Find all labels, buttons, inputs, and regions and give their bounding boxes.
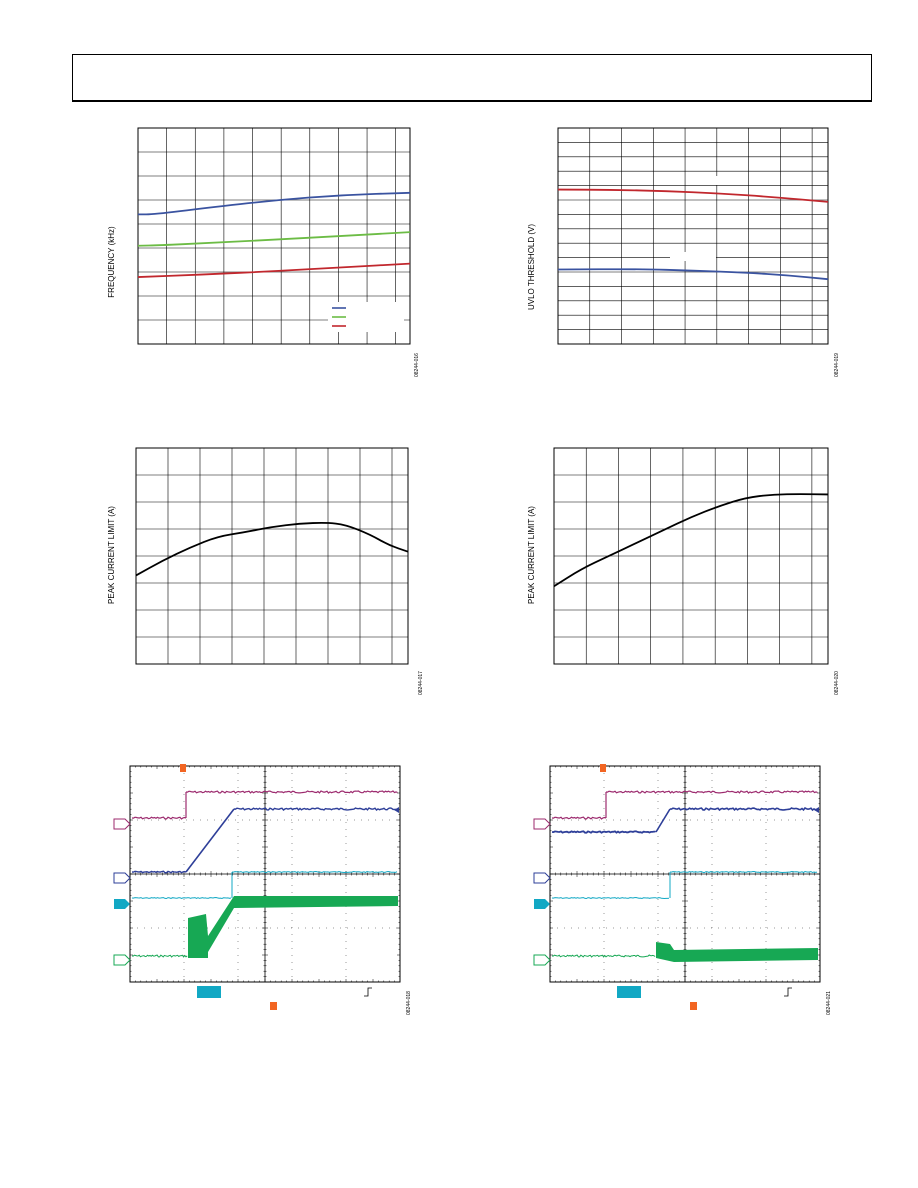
trigger-level-marker (690, 1002, 697, 1010)
series-line-0 (135, 521, 409, 577)
peak-current-2-y-label: PEAK CURRENT LIMIT (A) (527, 506, 536, 604)
trace-ch2-low (551, 830, 656, 834)
series-line-1 (557, 268, 829, 281)
frequency-figure-code: 08244-016 (414, 353, 420, 377)
page-header (72, 54, 872, 102)
trace-ch1-low (551, 816, 607, 820)
plot-area (553, 447, 829, 665)
channel-marker-ch2 (113, 872, 131, 884)
trace-ch3-low (551, 896, 670, 900)
channel-marker-ch1 (533, 818, 551, 830)
series-line-0 (557, 188, 829, 203)
peak-current-chart-1: PEAK CURRENT LIMIT (A) 08244-017 (107, 447, 424, 695)
channel-marker-ch4 (113, 954, 131, 966)
trace-ch1-low (131, 816, 187, 820)
trigger-edge-icon (364, 987, 372, 997)
channel-info-badge (197, 986, 221, 998)
channel-marker-ch1 (113, 818, 131, 830)
scope-capture-1: 08244-018 (113, 764, 412, 1015)
trace-ch2-ramp (655, 808, 671, 833)
peak-current-1-y-label: PEAK CURRENT LIMIT (A) (107, 506, 116, 604)
scope-screen (533, 764, 821, 1010)
peak-current-chart-2: PEAK CURRENT LIMIT (A) 08244-020 (527, 447, 840, 695)
uvlo-threshold-chart: UVLO THRESHOLD (V) 08244-019 (527, 127, 840, 377)
scope-2-figure-code: 08244-021 (826, 991, 832, 1015)
channel-info-badge (617, 986, 641, 998)
series-line-1 (137, 231, 411, 247)
trace-ch1-high (605, 790, 818, 794)
scope-1-figure-code: 08244-018 (406, 991, 412, 1015)
trace-ch3-low (131, 896, 232, 900)
channel-marker-ch3 (534, 899, 550, 909)
trace-ch4-burst (188, 914, 208, 958)
frequency-chart: FREQUENCY (kHz) 08244-016 (107, 127, 420, 377)
series-line-2 (137, 262, 411, 278)
trace-ch4-idle (131, 954, 188, 958)
channel-marker-ch2 (533, 872, 551, 884)
series-line-0 (138, 191, 411, 216)
plot-area (557, 127, 829, 345)
scope-right-marker (394, 807, 399, 813)
annotation-box-top (698, 176, 742, 185)
trace-ch3-high (669, 870, 818, 874)
channel-marker-ch3 (114, 899, 130, 909)
trace-ch2-low (131, 870, 187, 874)
trace-ch2-high (233, 807, 398, 811)
trace-ch4-idle (551, 954, 656, 958)
scope-right-marker (814, 807, 819, 813)
scope-screen (113, 764, 401, 1010)
trace-ch4-switching (656, 942, 818, 962)
trigger-position-marker (600, 764, 606, 772)
uvlo-y-label: UVLO THRESHOLD (V) (527, 224, 536, 310)
trace-ch2-high (669, 807, 818, 812)
trace-ch2-ramp (185, 808, 235, 873)
trigger-position-marker (180, 764, 186, 772)
annotation-box-bottom (670, 252, 716, 261)
trace-ch3-high (231, 870, 398, 874)
peak-current-1-figure-code: 08244-017 (418, 671, 424, 695)
plot-area (137, 127, 411, 345)
plot-area (135, 447, 409, 665)
series-line-0 (553, 493, 829, 588)
uvlo-figure-code: 08244-019 (834, 353, 840, 377)
channel-marker-ch4 (533, 954, 551, 966)
peak-current-2-figure-code: 08244-020 (834, 671, 840, 695)
frequency-y-label: FREQUENCY (kHz) (107, 226, 116, 298)
trace-ch4-ramp (208, 896, 398, 952)
trace-ch1-high (185, 790, 398, 794)
plot-frame (557, 127, 829, 345)
trigger-edge-icon (784, 987, 792, 997)
scope-capture-2: 08244-021 (533, 764, 832, 1015)
trigger-level-marker (270, 1002, 277, 1010)
